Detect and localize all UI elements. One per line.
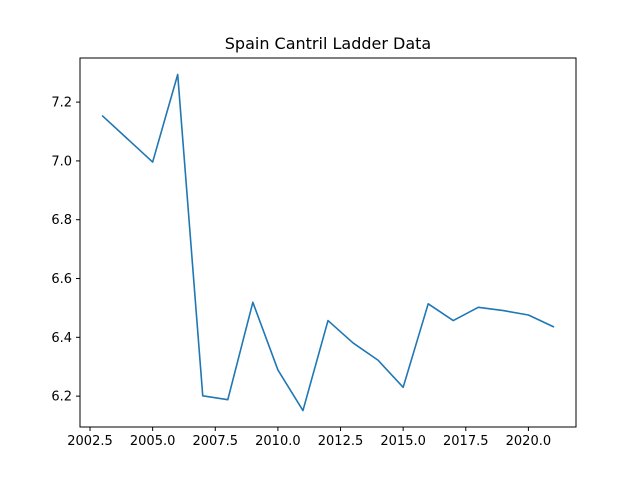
y-tick-label: 7.2 (51, 96, 72, 111)
plot-area (79, 57, 577, 428)
axes-frame (79, 57, 577, 428)
chart-title: Spain Cantril Ladder Data (225, 34, 431, 53)
x-axis: 2002.5 2005.0 2007.5 2010.0 2012.5 2015.0 2017… (67, 427, 551, 449)
x-tick-label: 2015.0 (380, 434, 426, 449)
y-tick-label: 6.6 (51, 272, 72, 287)
y-tick-label: 6.8 (51, 213, 72, 228)
y-tick-label: 7.0 (51, 154, 72, 169)
x-tick-label: 2010.0 (255, 434, 301, 449)
y-tick-label: 6.4 (51, 331, 72, 346)
x-tick-label: 2007.5 (193, 434, 239, 449)
x-tick-label: 2020.0 (506, 434, 552, 449)
x-tick-label: 2017.5 (443, 434, 489, 449)
x-tick-label: 2012.5 (318, 434, 364, 449)
x-tick-label: 2005.0 (130, 434, 176, 449)
y-axis: 6.2 6.4 6.6 6.8 7.0 7.2 (51, 96, 80, 405)
y-tick-label: 6.2 (51, 390, 72, 405)
x-tick-label: 2002.5 (67, 434, 113, 449)
series-line (101, 73, 555, 412)
